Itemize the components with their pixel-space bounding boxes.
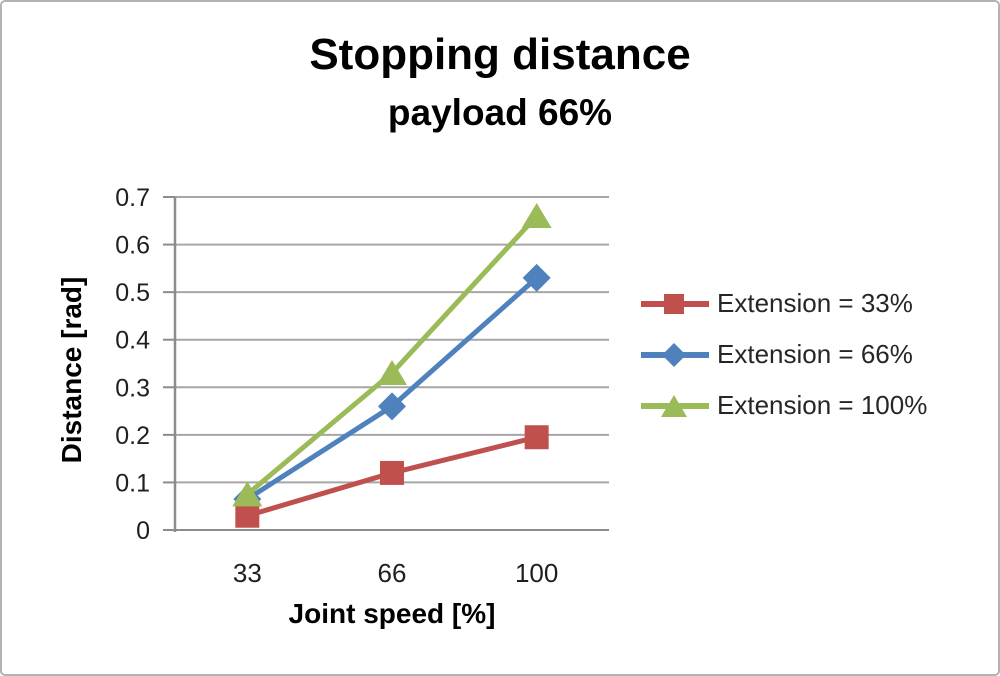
data-point-marker xyxy=(378,392,406,421)
data-point-marker xyxy=(522,263,551,292)
legend-label: Extension = 100% xyxy=(717,390,928,420)
x-tick-label: 33 xyxy=(233,558,262,588)
legend-item: Extension = 66% xyxy=(639,329,927,380)
y-tick-label: 0.4 xyxy=(115,327,150,355)
square-legend-marker-icon xyxy=(641,293,709,314)
legend: Extension = 33% Extension = 66% Extension … xyxy=(639,278,927,431)
data-point-marker xyxy=(380,460,404,485)
data-point-marker xyxy=(377,360,407,386)
data-point-marker xyxy=(235,503,260,528)
y-tick-label: 0 xyxy=(136,517,150,545)
diamond-legend-marker-icon xyxy=(641,342,709,367)
legend-label: Extension = 66% xyxy=(717,339,913,369)
data-point-marker xyxy=(521,203,552,229)
chart-title: Stopping distance xyxy=(309,30,691,79)
legend-item: Extension = 100% xyxy=(639,380,927,431)
y-tick-label: 0.6 xyxy=(115,232,150,260)
y-tick-label: 0.7 xyxy=(115,184,150,212)
x-tick-label: 100 xyxy=(515,558,558,588)
legend-label: Extension = 33% xyxy=(717,288,913,318)
series-line xyxy=(245,214,539,497)
data-point-marker xyxy=(524,425,549,450)
y-tick-label: 0.2 xyxy=(115,422,150,450)
y-tick-label: 0.5 xyxy=(115,279,150,307)
legend-item: Extension = 33% xyxy=(639,278,927,329)
chart-subtitle: payload 66% xyxy=(387,92,613,133)
y-tick-label: 0.3 xyxy=(115,374,150,402)
x-axis-title: Joint speed [%] xyxy=(288,598,496,629)
triangle-legend-marker-icon xyxy=(641,394,709,417)
y-tick-label: 0.1 xyxy=(115,469,150,497)
x-tick-label: 66 xyxy=(378,558,407,588)
data-point-marker xyxy=(232,481,263,507)
